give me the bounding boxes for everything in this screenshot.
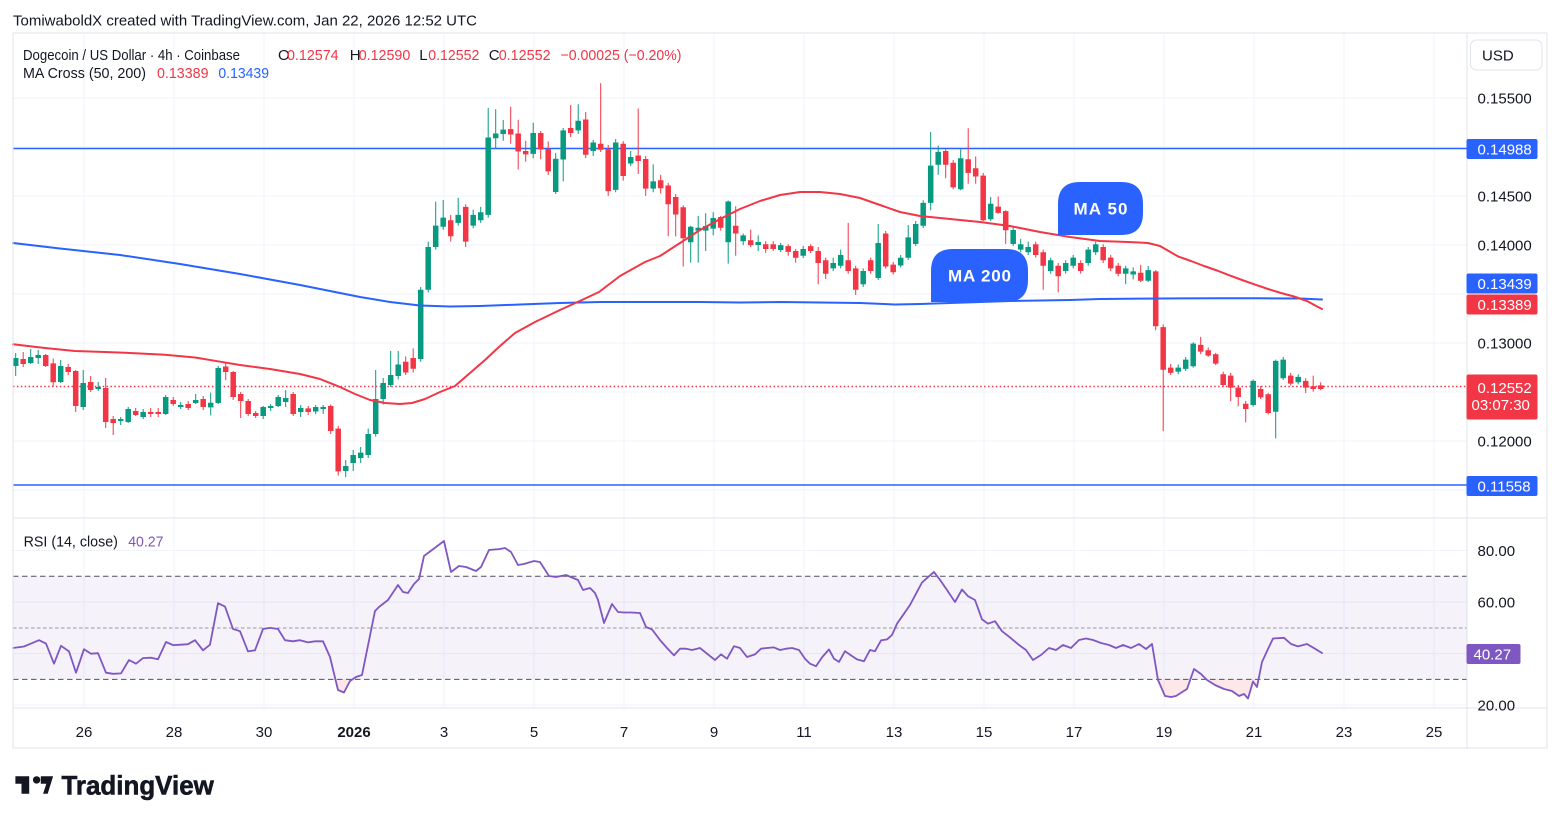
svg-text:03:07:30: 03:07:30 <box>1472 397 1530 414</box>
svg-text:28: 28 <box>166 724 183 741</box>
svg-text:0.12574: 0.12574 <box>287 47 339 64</box>
svg-text:25: 25 <box>1426 724 1443 741</box>
svg-text:RSI (14, close): RSI (14, close) <box>24 534 118 551</box>
svg-text:21: 21 <box>1246 724 1263 741</box>
svg-text:O: O <box>278 47 290 64</box>
svg-text:23: 23 <box>1336 724 1353 741</box>
svg-text:0.12552: 0.12552 <box>428 47 479 64</box>
svg-text:0.12000: 0.12000 <box>1478 433 1532 450</box>
svg-text:0.13439: 0.13439 <box>1478 276 1532 293</box>
svg-text:9: 9 <box>710 724 718 741</box>
svg-text:13: 13 <box>886 724 903 741</box>
svg-text:5: 5 <box>530 724 538 741</box>
svg-text:0.14000: 0.14000 <box>1478 237 1532 254</box>
svg-text:0.12552: 0.12552 <box>499 47 551 64</box>
svg-text:30: 30 <box>256 724 273 741</box>
svg-text:0.13389: 0.13389 <box>157 65 209 82</box>
svg-text:−0.00025 (−0.20%): −0.00025 (−0.20%) <box>561 47 682 64</box>
svg-text:26: 26 <box>76 724 93 741</box>
svg-text:7: 7 <box>620 724 628 741</box>
svg-text:0.11558: 0.11558 <box>1478 478 1531 495</box>
svg-text:L: L <box>419 47 427 64</box>
svg-text:11: 11 <box>796 724 812 741</box>
svg-text:60.00: 60.00 <box>1478 594 1516 611</box>
svg-text:0.13439: 0.13439 <box>218 65 269 82</box>
svg-text:3: 3 <box>440 724 448 741</box>
svg-text:2026: 2026 <box>337 724 370 741</box>
svg-text:0.13389: 0.13389 <box>1478 297 1532 314</box>
svg-text:TomiwaboldX created with Tradi: TomiwaboldX created with TradingView.com… <box>13 13 477 30</box>
svg-text:MA Cross (50, 200): MA Cross (50, 200) <box>23 65 146 82</box>
svg-text:Dogecoin / US Dollar · 4h · Co: Dogecoin / US Dollar · 4h · Coinbase <box>23 47 240 64</box>
svg-text:C: C <box>489 47 500 64</box>
svg-text:0.14988: 0.14988 <box>1478 141 1532 158</box>
svg-text:0.15500: 0.15500 <box>1478 90 1532 107</box>
svg-text:15: 15 <box>976 724 993 741</box>
svg-text:80.00: 80.00 <box>1478 543 1516 560</box>
svg-text:0.12590: 0.12590 <box>359 47 411 64</box>
svg-text:0.12552: 0.12552 <box>1478 380 1532 397</box>
svg-text:0.14500: 0.14500 <box>1478 188 1532 205</box>
svg-text:17: 17 <box>1066 724 1083 741</box>
svg-text:20.00: 20.00 <box>1478 697 1516 714</box>
svg-text:40.27: 40.27 <box>1474 646 1512 663</box>
svg-text:TradingView: TradingView <box>62 771 215 801</box>
svg-text:USD: USD <box>1482 47 1514 64</box>
svg-text:H: H <box>350 47 361 64</box>
svg-text:MA 200: MA 200 <box>948 267 1011 286</box>
svg-text:0.13000: 0.13000 <box>1478 335 1532 352</box>
svg-text:40.27: 40.27 <box>128 534 163 551</box>
svg-text:19: 19 <box>1156 724 1173 741</box>
